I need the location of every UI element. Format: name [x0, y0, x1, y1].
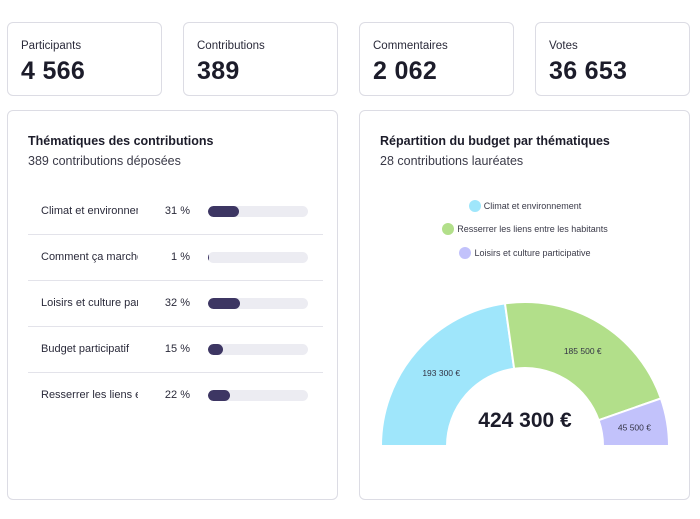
- stat-card-votes: Votes 36 653: [535, 22, 690, 96]
- thematique-name: Comment ça marche: [41, 251, 138, 263]
- thematique-progress-fill: [208, 298, 240, 309]
- thematique-percent: 22 %: [164, 389, 190, 401]
- thematique-name: Loisirs et culture participative: [41, 297, 138, 309]
- thematique-progress-track: [208, 390, 308, 401]
- thematique-progress-fill: [208, 206, 239, 217]
- stat-label: Participants: [21, 40, 82, 52]
- thematiques-subtitle: 389 contributions déposées: [28, 154, 181, 168]
- stat-card-participants: Participants 4 566: [7, 22, 162, 96]
- thematique-name: Budget participatif: [41, 343, 130, 355]
- thematique-row: Climat et environnement 31 %: [28, 188, 323, 235]
- legend-swatch: [459, 247, 472, 259]
- thematique-progress-fill: [208, 390, 230, 401]
- thematique-progress-track: [208, 206, 308, 217]
- thematique-row: Budget participatif 15 %: [28, 326, 323, 373]
- thematique-progress-track: [208, 344, 308, 355]
- thematiques-panel: Thématiques des contributions 389 contri…: [7, 110, 338, 500]
- legend-label: Resserrer les liens entre les habitants: [457, 224, 608, 234]
- stat-value: 36 653: [549, 57, 628, 85]
- thematiques-title: Thématiques des contributions: [28, 134, 214, 148]
- budget-panel: Répartition du budget par thématiques 28…: [359, 110, 690, 500]
- thematique-row: Comment ça marche 1 %: [28, 234, 323, 281]
- donut-slice: [379, 302, 516, 447]
- budget-semi-donut-chart: 193 300 € 185 500 € 45 500 €: [379, 301, 671, 447]
- stat-value: 389: [197, 57, 240, 85]
- thematique-name: Resserrer les liens entre les habitants: [41, 389, 138, 401]
- slice-value-label: 45 500 €: [618, 422, 651, 432]
- thematique-progress-fill: [208, 344, 223, 355]
- thematique-percent: 32 %: [164, 297, 190, 309]
- stat-card-commentaires: Commentaires 2 062: [359, 22, 514, 96]
- legend-label: Loisirs et culture participative: [474, 248, 591, 258]
- budget-total: 424 300 €: [478, 409, 572, 432]
- donut-slice: [597, 397, 671, 447]
- thematique-row: Resserrer les liens entre les habitants …: [28, 372, 323, 418]
- slice-value-label: 193 300 €: [422, 368, 460, 378]
- donut-slice: [503, 301, 663, 422]
- stat-label: Commentaires: [373, 40, 448, 52]
- stat-label: Contributions: [197, 40, 265, 52]
- stat-label: Votes: [549, 40, 578, 52]
- thematique-percent: 15 %: [164, 343, 190, 355]
- thematique-progress-track: [208, 298, 308, 309]
- stat-value: 4 566: [21, 57, 86, 85]
- stat-value: 2 062: [373, 57, 438, 85]
- legend-item: Climat et environnement: [468, 200, 582, 212]
- thematique-percent: 31 %: [164, 205, 190, 217]
- legend-swatch: [468, 200, 481, 212]
- legend-item: Loisirs et culture participative: [459, 247, 591, 259]
- legend-label: Climat et environnement: [483, 201, 582, 211]
- budget-title: Répartition du budget par thématiques: [380, 134, 610, 148]
- thematique-progress-track: [208, 252, 308, 263]
- thematique-row: Loisirs et culture participative 32 %: [28, 280, 323, 327]
- thematique-name: Climat et environnement: [41, 205, 138, 217]
- budget-subtitle: 28 contributions lauréates: [380, 154, 524, 168]
- legend-item: Resserrer les liens entre les habitants: [442, 223, 608, 235]
- stat-card-contributions: Contributions 389: [183, 22, 338, 96]
- thematique-percent: 1 %: [171, 251, 190, 263]
- legend-swatch: [442, 223, 455, 235]
- thematique-progress-fill: [208, 252, 209, 263]
- slice-value-label: 185 500 €: [564, 346, 602, 356]
